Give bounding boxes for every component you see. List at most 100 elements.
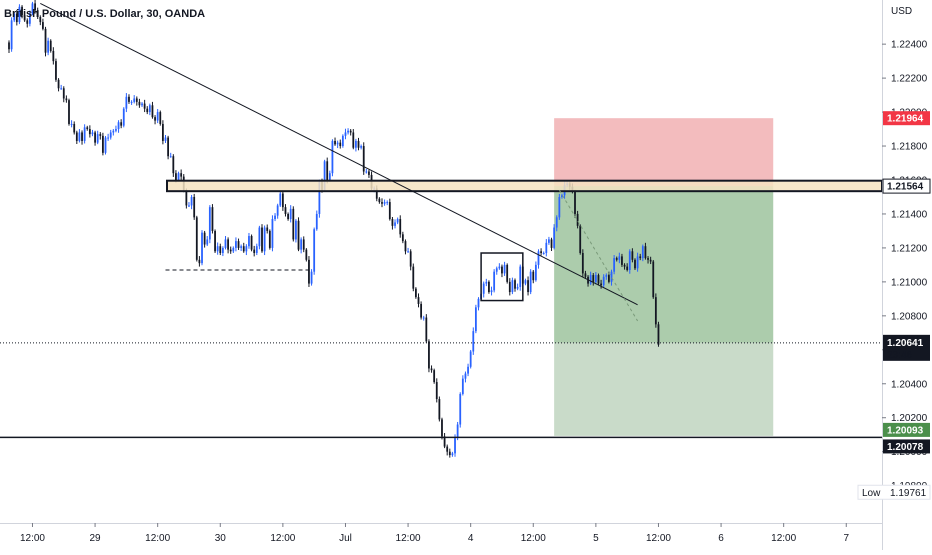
candle[interactable] (18, 4, 21, 25)
candle-body[interactable] (383, 202, 386, 204)
candle[interactable] (485, 278, 488, 287)
candle[interactable] (141, 102, 143, 107)
candle-body[interactable] (399, 219, 402, 235)
candle-body[interactable] (506, 264, 509, 282)
candle-body[interactable] (141, 103, 143, 106)
candle[interactable] (161, 120, 164, 145)
candle[interactable] (391, 217, 394, 230)
candle-body[interactable] (133, 98, 136, 102)
candle-body[interactable] (649, 259, 652, 262)
candle[interactable] (451, 451, 454, 457)
candle[interactable] (631, 248, 634, 263)
candle[interactable] (501, 264, 503, 278)
candle-body[interactable] (589, 275, 592, 284)
candle[interactable] (96, 130, 99, 145)
candle[interactable] (524, 278, 527, 286)
candle-body[interactable] (555, 217, 558, 228)
candle-body[interactable] (501, 266, 503, 274)
candle-body[interactable] (297, 220, 300, 250)
candle-body[interactable] (99, 134, 102, 136)
candle[interactable] (657, 321, 660, 347)
candle[interactable] (362, 142, 365, 175)
candle-body[interactable] (443, 436, 446, 447)
candle[interactable] (545, 239, 548, 257)
candle[interactable] (44, 26, 47, 57)
candle-body[interactable] (548, 239, 550, 243)
candle-body[interactable] (618, 256, 621, 260)
candle-body[interactable] (579, 225, 582, 254)
candle[interactable] (493, 269, 496, 293)
candle-body[interactable] (488, 281, 490, 293)
candle[interactable] (219, 243, 222, 256)
candle-body[interactable] (451, 453, 454, 456)
candle[interactable] (597, 273, 600, 286)
candle-body[interactable] (151, 105, 154, 118)
candle[interactable] (349, 129, 352, 136)
candle[interactable] (211, 204, 214, 234)
candle[interactable] (386, 200, 389, 206)
profit-zone-filled[interactable] (554, 186, 774, 343)
candle[interactable] (221, 246, 224, 257)
candle-body[interactable] (529, 271, 532, 293)
candle[interactable] (443, 433, 446, 449)
candle-body[interactable] (73, 123, 76, 133)
candle-body[interactable] (558, 196, 561, 218)
candle-body[interactable] (211, 207, 214, 231)
candle[interactable] (146, 106, 149, 115)
candle-body[interactable] (498, 266, 501, 269)
candle[interactable] (308, 256, 310, 287)
candle-body[interactable] (394, 222, 396, 226)
candle[interactable] (73, 121, 76, 135)
candle[interactable] (503, 261, 506, 276)
candle[interactable] (26, 18, 29, 28)
candle[interactable] (628, 249, 631, 274)
candle-body[interactable] (631, 251, 634, 260)
candle[interactable] (430, 365, 433, 373)
candle[interactable] (441, 417, 443, 440)
range-box[interactable] (480, 252, 524, 302)
candle[interactable] (417, 293, 420, 308)
candle-body[interactable] (404, 241, 407, 252)
candle[interactable] (610, 269, 613, 286)
candle[interactable] (506, 263, 509, 284)
descending-trendline[interactable] (40, 2, 638, 306)
candle-body[interactable] (42, 22, 44, 29)
candle[interactable] (52, 47, 55, 65)
candle[interactable] (644, 242, 647, 260)
candle[interactable] (232, 246, 235, 254)
candle[interactable] (117, 120, 120, 133)
candle-body[interactable] (57, 79, 60, 89)
candle[interactable] (383, 199, 386, 206)
candle[interactable] (23, 11, 26, 22)
candle[interactable] (428, 339, 430, 373)
candle-body[interactable] (464, 373, 467, 379)
candle[interactable] (652, 259, 655, 299)
candle-body[interactable] (180, 173, 183, 177)
candle[interactable] (159, 110, 162, 126)
candle[interactable] (618, 252, 621, 264)
candle-body[interactable] (232, 247, 235, 252)
candle[interactable] (581, 249, 584, 277)
candle-body[interactable] (368, 171, 370, 175)
candle[interactable] (399, 215, 402, 238)
candle[interactable] (216, 242, 219, 255)
candle[interactable] (31, 1, 34, 16)
candle[interactable] (281, 191, 284, 211)
candle-body[interactable] (472, 331, 475, 352)
candle[interactable] (289, 205, 292, 223)
candle-body[interactable] (281, 193, 284, 208)
candle-body[interactable] (391, 219, 394, 226)
candle-body[interactable] (128, 96, 130, 102)
candle-body[interactable] (216, 246, 219, 252)
candle[interactable] (235, 237, 237, 252)
candle-body[interactable] (657, 324, 660, 345)
candle-body[interactable] (613, 258, 616, 272)
candle[interactable] (534, 261, 537, 282)
candle[interactable] (464, 371, 467, 383)
candle-body[interactable] (195, 217, 198, 260)
candle-body[interactable] (237, 241, 240, 248)
candle[interactable] (508, 278, 511, 296)
candle-body[interactable] (435, 382, 438, 400)
candle-body[interactable] (295, 220, 297, 240)
